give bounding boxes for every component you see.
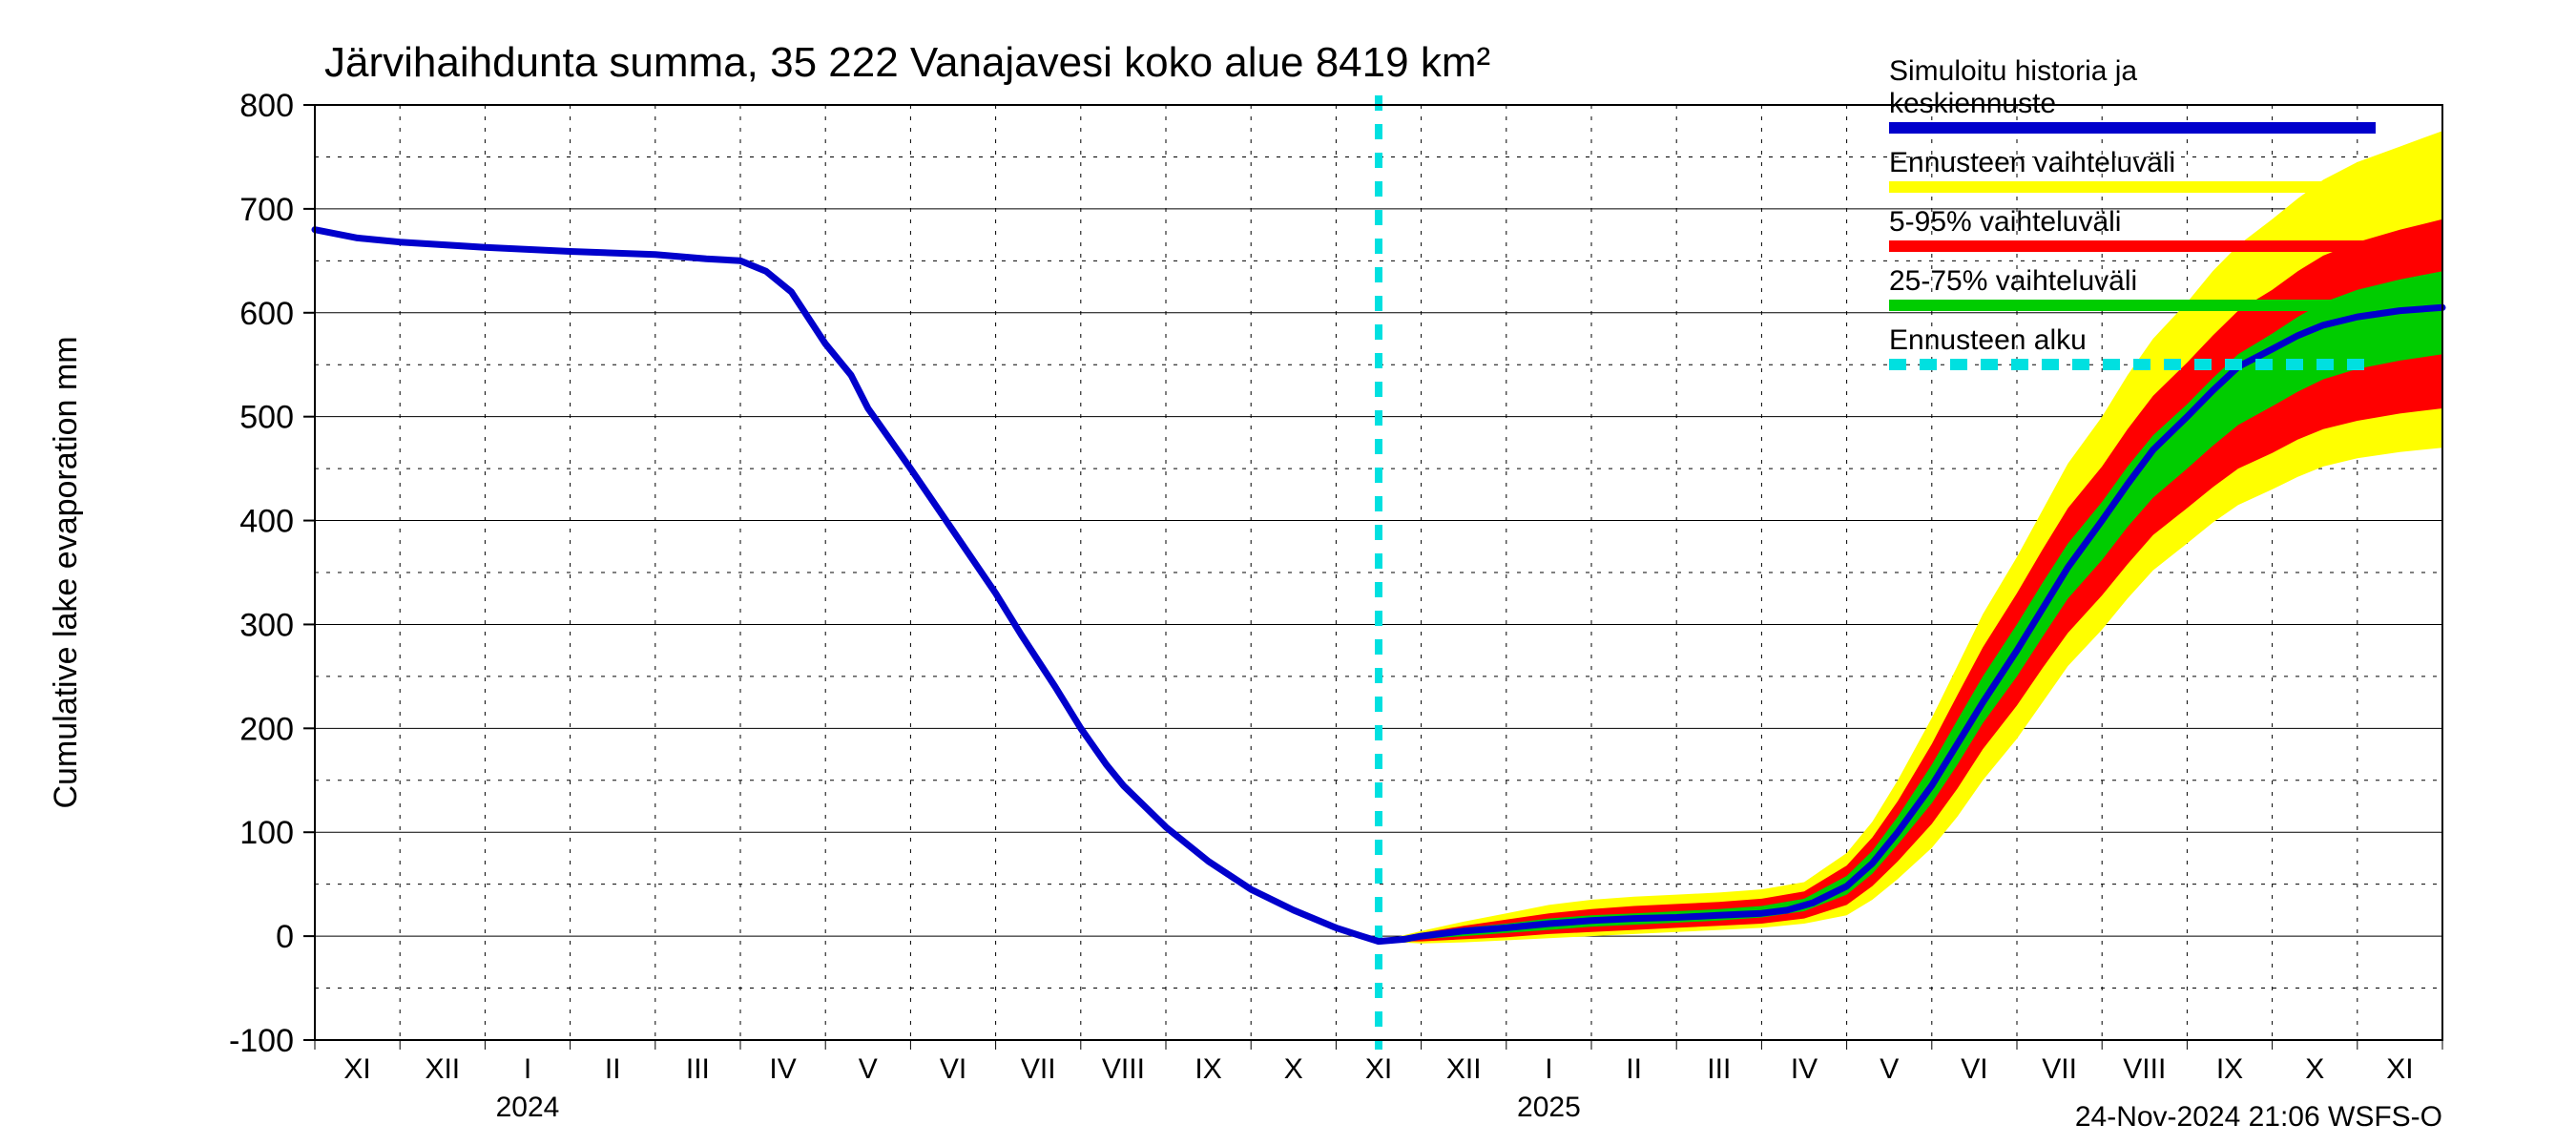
x-month-label: V (1880, 1053, 1899, 1085)
legend-label: 25-75% vaihteluväli (1889, 265, 2137, 297)
x-month-label: I (524, 1053, 531, 1085)
x-month-label: III (686, 1053, 710, 1085)
x-month-label: VII (1021, 1053, 1056, 1085)
y-tick-label: 400 (239, 504, 294, 540)
x-month-label: V (859, 1053, 878, 1085)
y-tick-label: 200 (239, 711, 294, 747)
x-month-label: III (1707, 1053, 1731, 1085)
legend-label: Ennusteen vaihteluväli (1889, 147, 2175, 178)
x-month-label: XI (343, 1053, 370, 1085)
x-month-label: IX (1195, 1053, 1221, 1085)
x-month-label: II (605, 1053, 621, 1085)
x-month-label: IX (2216, 1053, 2243, 1085)
y-axis-label: Cumulative lake evaporation mm (48, 336, 84, 808)
legend-swatch (1889, 240, 2376, 252)
x-month-label: VI (940, 1053, 966, 1085)
x-month-label: VIII (1102, 1053, 1145, 1085)
x-month-label: X (1284, 1053, 1303, 1085)
x-month-label: IV (769, 1053, 796, 1085)
chart-title: Järvihaihdunta summa, 35 222 Vanajavesi … (324, 39, 1490, 86)
x-month-label: XI (1365, 1053, 1392, 1085)
x-month-label: X (2305, 1053, 2324, 1085)
hydrograph-chart: -1000100200300400500600700800XIXIIIIIIII… (0, 0, 2576, 1145)
x-month-label: IV (1791, 1053, 1818, 1085)
legend-label: 5-95% vaihteluväli (1889, 206, 2121, 238)
x-month-label: VI (1961, 1053, 1987, 1085)
legend-label: keskiennuste (1889, 88, 2056, 119)
legend-swatch (1889, 181, 2376, 193)
x-year-label: 2024 (496, 1092, 560, 1123)
legend-label: Ennusteen alku (1889, 324, 2087, 356)
y-tick-label: 100 (239, 815, 294, 851)
x-month-label: XI (2386, 1053, 2413, 1085)
legend-label: Simuloitu historia ja (1889, 55, 2137, 87)
x-month-label: VII (2042, 1053, 2077, 1085)
legend-swatch (1889, 300, 2376, 311)
y-tick-label: 800 (239, 88, 294, 124)
x-year-label: 2025 (1517, 1092, 1581, 1123)
timestamp-footer: 24-Nov-2024 21:06 WSFS-O (2075, 1101, 2442, 1133)
y-tick-label: 600 (239, 296, 294, 332)
y-tick-label: -100 (229, 1023, 294, 1059)
x-month-label: XII (425, 1053, 460, 1085)
x-month-label: II (1626, 1053, 1642, 1085)
x-month-label: VIII (2123, 1053, 2166, 1085)
y-tick-label: 500 (239, 400, 294, 436)
x-month-label: XII (1446, 1053, 1482, 1085)
y-tick-label: 700 (239, 192, 294, 228)
x-month-label: I (1545, 1053, 1552, 1085)
y-tick-label: 300 (239, 607, 294, 643)
y-tick-label: 0 (276, 919, 294, 955)
